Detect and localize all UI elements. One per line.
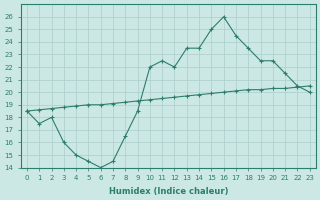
X-axis label: Humidex (Indice chaleur): Humidex (Indice chaleur) xyxy=(108,187,228,196)
